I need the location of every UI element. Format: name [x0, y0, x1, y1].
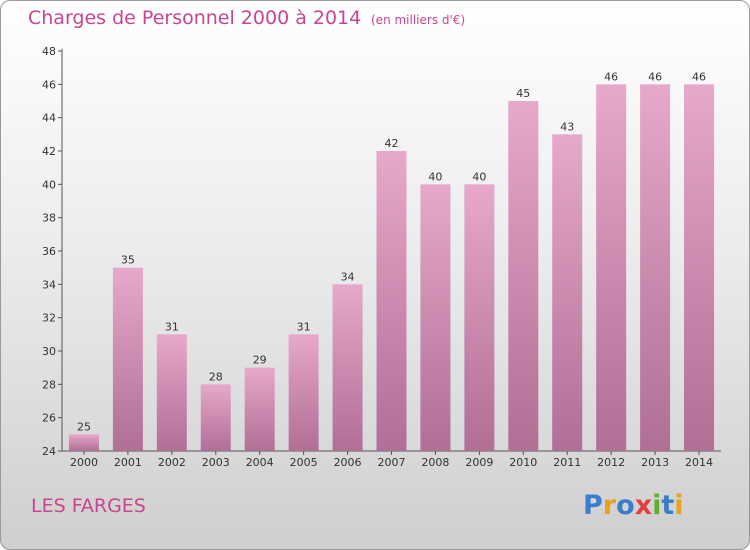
- logo-letter: t: [661, 490, 675, 521]
- x-tick-label: 2002: [158, 456, 186, 469]
- logo-letter: i: [652, 490, 662, 521]
- x-tick-label: 2009: [465, 456, 493, 469]
- data-label: 46: [604, 70, 618, 83]
- x-tick-label: 2006: [334, 456, 362, 469]
- y-tick-label: 46: [42, 78, 56, 91]
- data-label: 46: [648, 70, 662, 83]
- bar: [376, 151, 407, 451]
- bar: [684, 84, 715, 451]
- y-tick-label: 26: [42, 412, 56, 425]
- data-label: 25: [77, 420, 91, 433]
- x-tick-label: 2001: [114, 456, 142, 469]
- bar: [552, 134, 583, 452]
- x-tick-label: 2012: [597, 456, 625, 469]
- y-tick-label: 40: [42, 178, 56, 191]
- y-tick-label: 32: [42, 312, 56, 325]
- place-name: LES FARGES: [31, 495, 146, 517]
- logo-letter: o: [616, 490, 635, 521]
- x-tick-label: 2014: [685, 456, 713, 469]
- y-tick-label: 28: [42, 378, 56, 391]
- logo-letter: r: [602, 490, 617, 521]
- logo-letter: i: [674, 490, 684, 521]
- data-label: 34: [341, 270, 355, 283]
- y-tick-label: 42: [42, 145, 56, 158]
- logo-letter: x: [634, 490, 653, 521]
- data-label: 31: [165, 320, 179, 333]
- x-tick-label: 2007: [378, 456, 406, 469]
- data-label: 43: [560, 120, 574, 133]
- bar: [640, 84, 671, 451]
- y-tick-label: 34: [42, 278, 56, 291]
- x-tick-label: 2003: [202, 456, 230, 469]
- x-tick-label: 2005: [290, 456, 318, 469]
- x-tick-label: 2013: [641, 456, 669, 469]
- bar: [244, 367, 275, 451]
- x-tick-label: 2004: [246, 456, 274, 469]
- data-label: 45: [516, 87, 530, 100]
- chart-subtitle: (en milliers d'€): [371, 13, 466, 27]
- y-tick-label: 24: [42, 445, 56, 458]
- data-label: 31: [297, 320, 311, 333]
- y-tick-label: 38: [42, 212, 56, 225]
- data-label: 46: [692, 70, 706, 83]
- bar: [420, 184, 451, 452]
- y-tick-label: 30: [42, 345, 56, 358]
- data-label: 40: [472, 170, 486, 183]
- proxiti-logo[interactable]: Proxiti: [583, 490, 684, 521]
- x-tick-label: 2000: [70, 456, 98, 469]
- logo-letter: P: [583, 490, 603, 521]
- bar: [508, 101, 539, 451]
- bar: [68, 434, 99, 451]
- y-tick-label: 44: [42, 112, 56, 125]
- x-tick-label: 2008: [421, 456, 449, 469]
- chart-title: Charges de Personnel 2000 à 2014: [28, 7, 362, 29]
- bar: [200, 384, 231, 451]
- bar: [332, 284, 363, 451]
- data-label: 42: [385, 137, 399, 150]
- data-label: 35: [121, 254, 135, 267]
- y-tick-label: 48: [42, 45, 56, 58]
- data-label: 29: [253, 354, 267, 367]
- x-tick-label: 2010: [509, 456, 537, 469]
- x-tick-label: 2011: [553, 456, 581, 469]
- bar: [156, 334, 187, 451]
- data-label: 28: [209, 370, 223, 383]
- bar: [288, 334, 319, 451]
- bar: [464, 184, 495, 452]
- chart-labels: 2000 25 2001 35 2002 31 2003 28 2004 29 2005 31 2006…: [70, 70, 713, 469]
- chart-bars: [68, 84, 715, 452]
- data-label: 40: [428, 170, 442, 183]
- bar: [596, 84, 627, 451]
- bar: [112, 267, 143, 451]
- y-tick-label: 36: [42, 245, 56, 258]
